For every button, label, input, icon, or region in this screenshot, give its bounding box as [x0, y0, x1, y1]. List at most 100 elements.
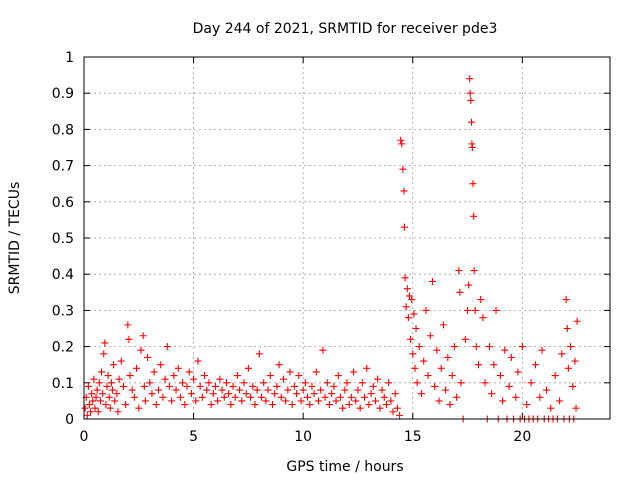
data-point	[94, 408, 102, 416]
x-tick-label: 5	[189, 429, 198, 445]
data-point	[468, 144, 476, 151]
data-point	[258, 393, 266, 401]
data-point	[499, 397, 507, 405]
data-point	[117, 357, 125, 365]
data-point	[124, 321, 132, 329]
data-point	[536, 393, 544, 401]
data-point	[420, 357, 428, 365]
data-point	[163, 343, 171, 351]
data-point	[251, 401, 259, 409]
data-point	[481, 379, 489, 387]
data-point	[87, 408, 95, 416]
data-point	[96, 397, 104, 405]
data-point	[144, 353, 152, 361]
data-point	[385, 379, 393, 387]
data-point	[569, 382, 577, 390]
data-point	[139, 332, 147, 340]
data-point	[523, 401, 531, 409]
data-point	[115, 375, 123, 383]
data-point	[209, 390, 217, 398]
data-point	[376, 404, 384, 412]
data-point	[220, 393, 228, 401]
data-point	[218, 386, 226, 394]
data-point	[240, 379, 248, 387]
data-point	[433, 346, 441, 354]
x-tick-label: 20	[513, 429, 531, 445]
data-point	[431, 382, 439, 390]
data-point	[411, 364, 419, 372]
data-point	[190, 375, 198, 383]
data-point	[466, 89, 474, 97]
data-point	[378, 386, 386, 394]
data-point	[110, 361, 118, 369]
data-point	[323, 379, 331, 387]
data-point	[304, 393, 312, 401]
data-point	[148, 390, 156, 398]
data-point	[538, 346, 546, 354]
chart-title: Day 244 of 2021, SRMTID for receiver pde…	[193, 21, 498, 37]
data-point	[181, 401, 189, 409]
data-point	[496, 372, 504, 380]
data-points	[81, 75, 581, 423]
data-point	[247, 393, 255, 401]
data-point	[286, 368, 294, 376]
data-point	[128, 386, 136, 394]
data-point	[266, 372, 274, 380]
data-point	[93, 386, 101, 394]
data-point	[155, 386, 163, 394]
data-point	[448, 372, 456, 380]
data-point	[470, 212, 478, 220]
data-point	[402, 303, 410, 311]
data-point	[488, 390, 496, 398]
data-point	[347, 393, 355, 401]
x-axis-title: GPS time / hours	[286, 459, 403, 475]
data-point	[122, 401, 130, 409]
data-point	[203, 386, 211, 394]
data-point	[98, 368, 106, 376]
y-tick-label: 0.6	[52, 195, 74, 211]
data-point	[365, 401, 373, 409]
data-point	[165, 382, 173, 390]
data-point	[467, 118, 475, 126]
data-point	[490, 361, 498, 369]
data-point	[170, 372, 178, 380]
data-point	[176, 393, 184, 401]
data-point	[103, 382, 111, 390]
data-point	[159, 393, 167, 401]
data-point	[361, 393, 369, 401]
data-point	[558, 350, 566, 358]
data-point	[268, 401, 276, 409]
data-point	[444, 353, 452, 361]
data-point	[225, 390, 233, 398]
data-point	[214, 397, 222, 405]
data-point	[137, 346, 145, 354]
data-point	[435, 397, 443, 405]
data-point	[369, 382, 377, 390]
data-point	[85, 401, 93, 409]
grid-layer	[84, 57, 610, 419]
data-point	[412, 325, 420, 332]
data-point	[111, 397, 119, 405]
data-point	[114, 408, 122, 416]
data-point	[271, 390, 279, 398]
data-point	[471, 306, 479, 314]
data-point	[437, 364, 445, 372]
data-point	[227, 401, 235, 409]
data-point	[244, 364, 252, 372]
data-point	[563, 325, 571, 332]
data-point	[472, 343, 480, 351]
data-point	[527, 379, 535, 387]
data-point	[485, 343, 493, 351]
data-point	[290, 382, 298, 390]
data-point	[105, 393, 113, 401]
data-point	[264, 386, 272, 394]
y-tick-label: 0.9	[52, 86, 74, 102]
data-point	[101, 339, 109, 347]
data-point	[424, 372, 432, 380]
data-point	[284, 386, 292, 394]
x-tick-label: 0	[80, 429, 89, 445]
data-point	[185, 368, 193, 376]
data-point	[339, 404, 347, 412]
data-point	[352, 397, 360, 405]
data-point	[233, 372, 241, 380]
